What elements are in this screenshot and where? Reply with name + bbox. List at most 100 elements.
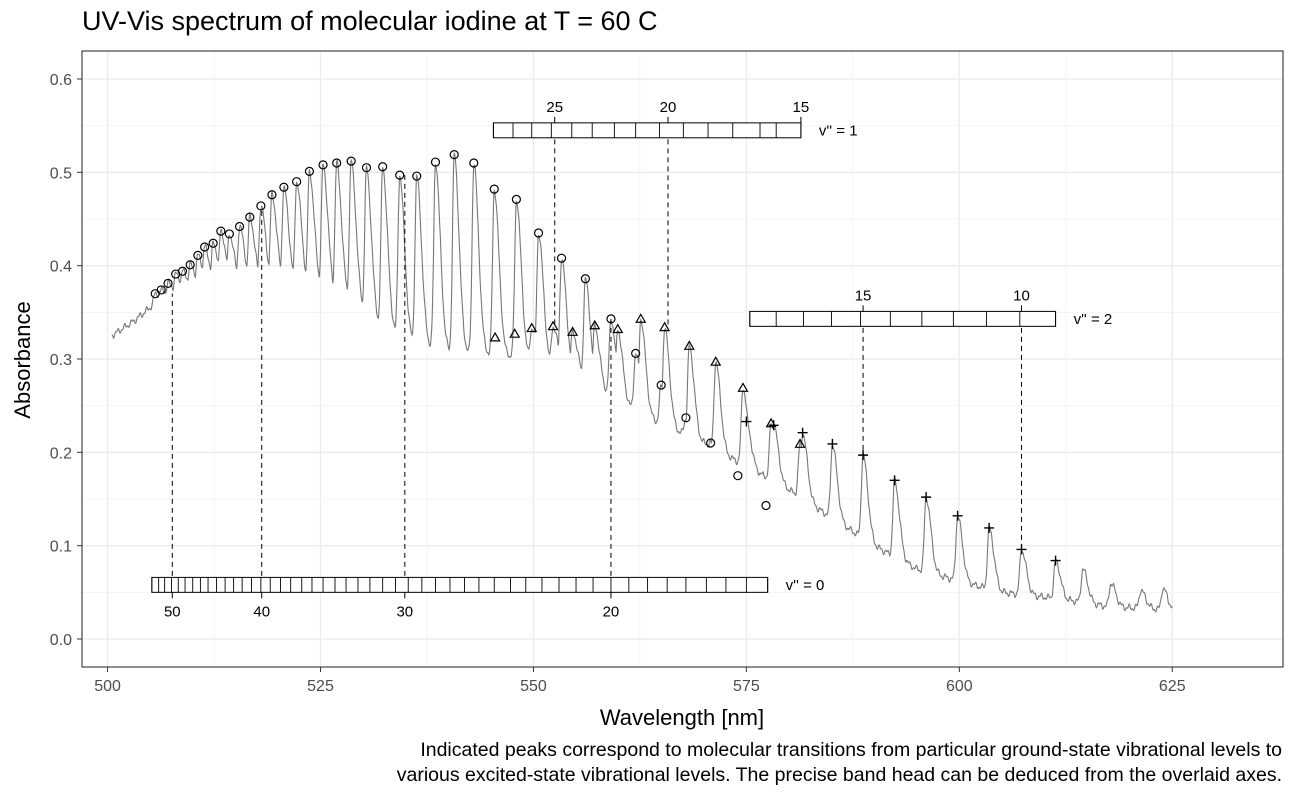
peak-marker-circle: [631, 348, 641, 358]
peak-marker-circle: [193, 250, 203, 260]
peak-marker-circle: [279, 182, 289, 192]
scale-tick-label: 15: [793, 99, 810, 116]
peak-marker-circle: [733, 471, 743, 481]
peak-marker-triangle: [612, 323, 624, 334]
peak-marker-plus: [984, 522, 995, 533]
peak-marker-plus: [1016, 544, 1027, 555]
peak-marker-circle: [208, 238, 218, 248]
peak-marker-circle: [489, 184, 499, 194]
peak-marker-circle: [256, 201, 266, 211]
scale-box: [151, 576, 769, 593]
scale-tick-label: 20: [660, 99, 677, 116]
scale-tick-label: 50: [164, 603, 181, 620]
peak-marker-circle: [185, 260, 195, 270]
y-tick-label: 0.5: [50, 165, 72, 182]
scale-tick-label: 15: [855, 287, 872, 304]
peak-marker-plus: [1050, 555, 1061, 566]
peak-marker-circle: [216, 226, 226, 236]
peak-marker-circle: [200, 242, 210, 252]
scale-box: [492, 122, 802, 139]
peak-marker-circle: [177, 266, 188, 276]
peak-marker-triangle: [526, 322, 538, 333]
x-tick-label: 550: [520, 678, 547, 695]
vibrational-scale: 50 40 30 20 v'' = 0: [151, 576, 825, 620]
scale-box: [749, 310, 1057, 327]
y-tick-label: 0.6: [50, 72, 72, 89]
peak-marker-circle: [449, 150, 459, 160]
peak-markers: [150, 150, 1061, 566]
peak-marker-plus: [797, 427, 808, 438]
peak-marker-circle: [606, 314, 616, 324]
peak-marker-circle: [395, 170, 405, 180]
peak-marker-circle: [430, 157, 441, 167]
peak-marker-triangle: [509, 328, 521, 338]
chart-title: UV-Vis spectrum of molecular iodine at T…: [82, 6, 658, 36]
peak-marker-circle: [681, 413, 691, 423]
peak-marker-circle: [267, 190, 277, 200]
y-tick-label: 0.4: [50, 259, 72, 276]
caption-line-1: Indicated peaks correspond to molecular …: [420, 739, 1282, 761]
peak-marker-circle: [469, 158, 479, 168]
peak-marker-triangle: [737, 382, 749, 392]
axes: 500 525 550 575 600 625 0.0 0.1 0.2 0.3 0.4 0.5 0.6: [50, 72, 1186, 695]
x-tick-label: 625: [1159, 678, 1186, 695]
peak-marker-circle: [761, 500, 771, 511]
vibrational-scales: 50 40 30 20 v'' = 0 25 20 15 v'' = 1 15 10 v'' = 2: [151, 99, 1113, 620]
peak-marker-circle: [163, 278, 173, 288]
peak-marker-plus: [889, 475, 900, 486]
peak-marker-circle: [224, 229, 234, 239]
peak-marker-triangle: [489, 331, 501, 342]
peak-marker-circle: [378, 162, 388, 172]
peak-marker-triangle: [567, 326, 579, 336]
peak-marker-triangle: [683, 340, 695, 350]
scale-label: v'' = 0: [786, 577, 825, 594]
peak-marker-triangle: [635, 313, 647, 323]
y-axis-title: Absorbance: [10, 301, 35, 418]
peak-marker-circle: [656, 380, 666, 390]
peak-marker-circle: [318, 160, 328, 170]
scale-tick-label: 30: [396, 603, 413, 620]
spectrum-line: [111, 152, 1173, 613]
spectrum-line-layer: [111, 152, 1173, 613]
peak-marker-circle: [245, 212, 255, 222]
peak-marker-circle: [533, 228, 544, 238]
peak-marker-triangle: [659, 321, 671, 332]
peak-marker-circle: [511, 194, 522, 204]
x-axis-title: Wavelength [nm]: [600, 705, 764, 730]
scale-tick-label: 25: [546, 99, 563, 116]
peak-marker-plus: [741, 416, 752, 427]
peak-marker-triangle: [710, 356, 722, 366]
vibrational-scale: 15 10 v'' = 2: [749, 287, 1113, 328]
peak-marker-circle: [292, 177, 302, 187]
peak-marker-circle: [346, 156, 356, 166]
peak-marker-plus: [768, 420, 779, 431]
scale-label: v'' = 2: [1074, 311, 1113, 328]
scale-tick-label: 20: [603, 603, 620, 620]
y-tick-label: 0.3: [50, 352, 72, 369]
x-tick-label: 500: [94, 678, 121, 695]
scale-tick-label: 10: [1013, 287, 1030, 304]
guide-lines: [171, 130, 1023, 585]
peak-marker-circle: [361, 163, 372, 173]
vibrational-scale: 25 20 15 v'' = 1: [492, 99, 858, 139]
peak-marker-circle: [304, 166, 315, 176]
peak-marker-circle: [156, 285, 166, 295]
peak-marker-plus: [827, 438, 838, 449]
peak-marker-triangle: [547, 320, 559, 331]
peak-marker-circle: [556, 253, 567, 263]
x-tick-label: 525: [307, 678, 334, 695]
peak-marker-circle: [580, 274, 590, 284]
peak-marker-plus: [952, 510, 963, 521]
peak-marker-triangle: [794, 438, 806, 448]
peak-marker-triangle: [589, 319, 601, 330]
peak-marker-plus: [858, 450, 869, 461]
scale-label: v'' = 1: [819, 122, 858, 139]
chart-caption: Indicated peaks correspond to molecular …: [82, 738, 1282, 788]
peak-marker-plus: [921, 492, 932, 503]
peak-marker-circle: [412, 171, 422, 181]
x-tick-label: 575: [733, 678, 760, 695]
peak-marker-circle: [234, 221, 245, 232]
caption-line-2: various excited-state vibrational levels…: [396, 764, 1282, 786]
y-tick-label: 0.1: [50, 539, 72, 556]
y-tick-label: 0.0: [50, 632, 72, 649]
